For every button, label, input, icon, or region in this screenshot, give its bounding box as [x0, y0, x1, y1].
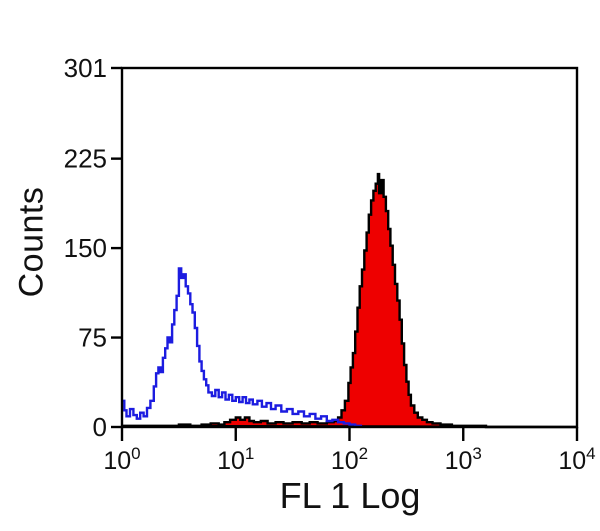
y-axis-title: Counts: [12, 186, 51, 298]
x-tick-label-10e3: 103: [445, 444, 482, 475]
x-tick-label-10e1: 101: [217, 444, 254, 475]
x-axis-title: FL 1 Log: [279, 475, 421, 516]
y-tick-label-301: 301: [64, 53, 107, 83]
y-tick-label-150: 150: [64, 233, 107, 263]
x-tick-label-10e4: 104: [558, 444, 595, 475]
x-tick-label-10e0: 100: [103, 444, 140, 475]
y-tick-label-225: 225: [64, 144, 107, 174]
x-tick-label-10e2: 102: [331, 444, 368, 475]
y-tick-label-75: 75: [78, 323, 107, 353]
y-tick-label-0: 0: [93, 412, 107, 442]
blue-open-histogram-curve: [122, 267, 363, 427]
red-filled-histogram-curve: [121, 172, 578, 429]
